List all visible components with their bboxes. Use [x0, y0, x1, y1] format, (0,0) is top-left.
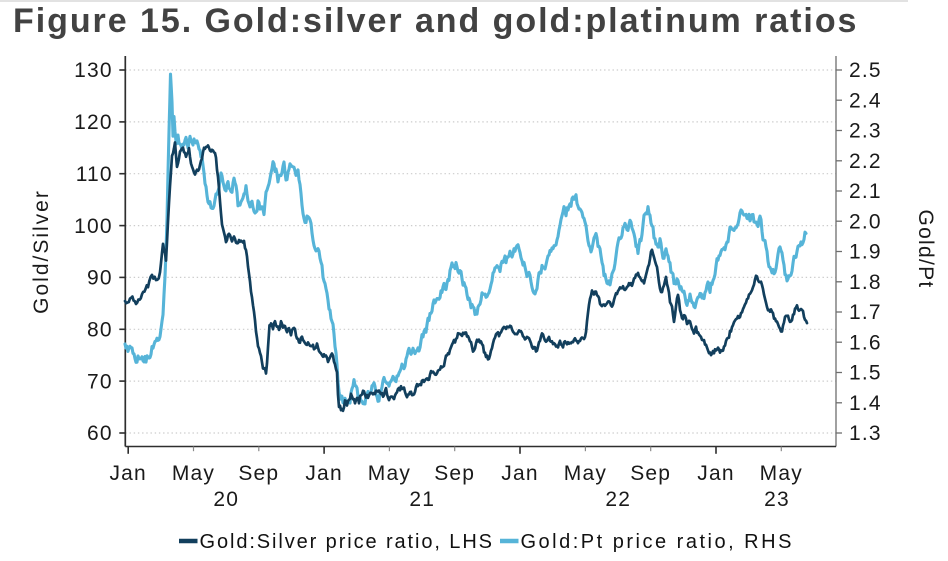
svg-text:Sep: Sep	[630, 462, 671, 485]
svg-text:1.3: 1.3	[849, 422, 882, 445]
svg-text:1.8: 1.8	[849, 271, 882, 294]
svg-text:Gold/Pt: Gold/Pt	[914, 209, 937, 288]
svg-text:100: 100	[74, 215, 113, 238]
svg-text:60: 60	[87, 422, 113, 445]
svg-text:21: 21	[409, 488, 435, 511]
svg-text:May: May	[368, 462, 411, 485]
svg-text:Jan: Jan	[697, 462, 734, 485]
svg-text:1.6: 1.6	[849, 331, 882, 354]
svg-text:May: May	[172, 462, 215, 485]
svg-text:1.9: 1.9	[849, 241, 882, 264]
svg-text:90: 90	[87, 267, 113, 290]
svg-text:2.3: 2.3	[849, 120, 882, 143]
svg-text:1.7: 1.7	[849, 301, 882, 324]
svg-text:130: 130	[74, 59, 113, 82]
svg-text:Jan: Jan	[501, 462, 538, 485]
svg-text:May: May	[564, 462, 607, 485]
svg-text:Gold:Pt price ratio, RHS: Gold:Pt price ratio, RHS	[521, 531, 794, 553]
svg-text:2.0: 2.0	[849, 210, 882, 233]
svg-text:1.4: 1.4	[849, 392, 882, 415]
svg-text:120: 120	[74, 111, 113, 134]
svg-text:70: 70	[87, 370, 113, 393]
svg-text:Jan: Jan	[305, 462, 342, 485]
svg-text:23: 23	[764, 488, 790, 511]
svg-text:2.5: 2.5	[849, 59, 882, 82]
svg-text:Sep: Sep	[434, 462, 475, 485]
svg-text:Sep: Sep	[238, 462, 279, 485]
svg-text:80: 80	[87, 319, 113, 342]
svg-text:Gold:Silver price ratio, LHS: Gold:Silver price ratio, LHS	[200, 531, 494, 553]
svg-text:May: May	[760, 462, 803, 485]
svg-text:2.4: 2.4	[849, 90, 882, 113]
svg-text:110: 110	[76, 163, 113, 186]
svg-text:Gold/Silver: Gold/Silver	[30, 189, 53, 314]
svg-text:Jan: Jan	[109, 462, 146, 485]
svg-text:20: 20	[213, 488, 239, 511]
svg-text:2.1: 2.1	[849, 180, 882, 203]
svg-text:2.2: 2.2	[849, 150, 882, 173]
svg-text:1.5: 1.5	[849, 362, 882, 385]
svg-text:22: 22	[605, 488, 631, 511]
